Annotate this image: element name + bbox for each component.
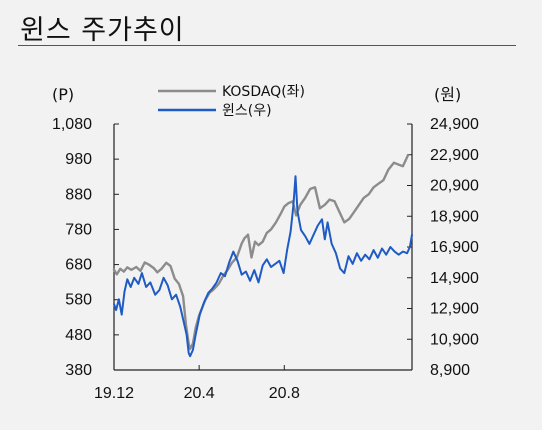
left-tick-label: 580 [65,292,92,309]
kosdaq-index-line [112,154,409,351]
right-tick-label: 16,900 [430,239,479,256]
x-tick-label: 20.8 [269,385,300,402]
right-tick-label: 20,900 [430,178,479,195]
x-tick-label: 19.12 [94,385,134,402]
legend-label-2: 윈스(우) [222,103,272,119]
right-tick-label: 12,900 [430,301,479,318]
left-tick-label: 380 [65,362,92,379]
right-tick-label: 22,900 [430,147,479,164]
left-tick-label: 780 [65,221,92,238]
wins-price-line [113,175,413,358]
right-tick-label: 8,900 [430,362,470,379]
right-axis-unit: (원) [434,85,461,104]
right-tick-label: 18,900 [430,208,479,225]
left-tick-label: 680 [65,257,92,274]
chart-title: 윈스 주가추이 [20,15,185,46]
right-tick-label: 14,900 [430,270,479,287]
legend-label-1: KOSDAQ(좌) [222,84,305,100]
x-tick-label: 20.4 [184,385,215,402]
left-tick-label: 880 [65,186,92,203]
left-tick-label: 480 [65,327,92,344]
legend: KOSDAQ(좌) 윈스(우) [158,84,305,119]
series-layer [112,154,413,358]
left-tick-label: 980 [65,151,92,168]
title-divider [18,45,516,46]
left-tick-label: 1,080 [52,116,92,133]
left-axis-unit: (P) [52,85,74,104]
axes: 1,080 980 880 780 680 580 480 380 24,900 22,900 20… [52,116,479,402]
right-tick-label: 24,900 [430,116,479,133]
right-tick-label: 10,900 [430,331,479,348]
